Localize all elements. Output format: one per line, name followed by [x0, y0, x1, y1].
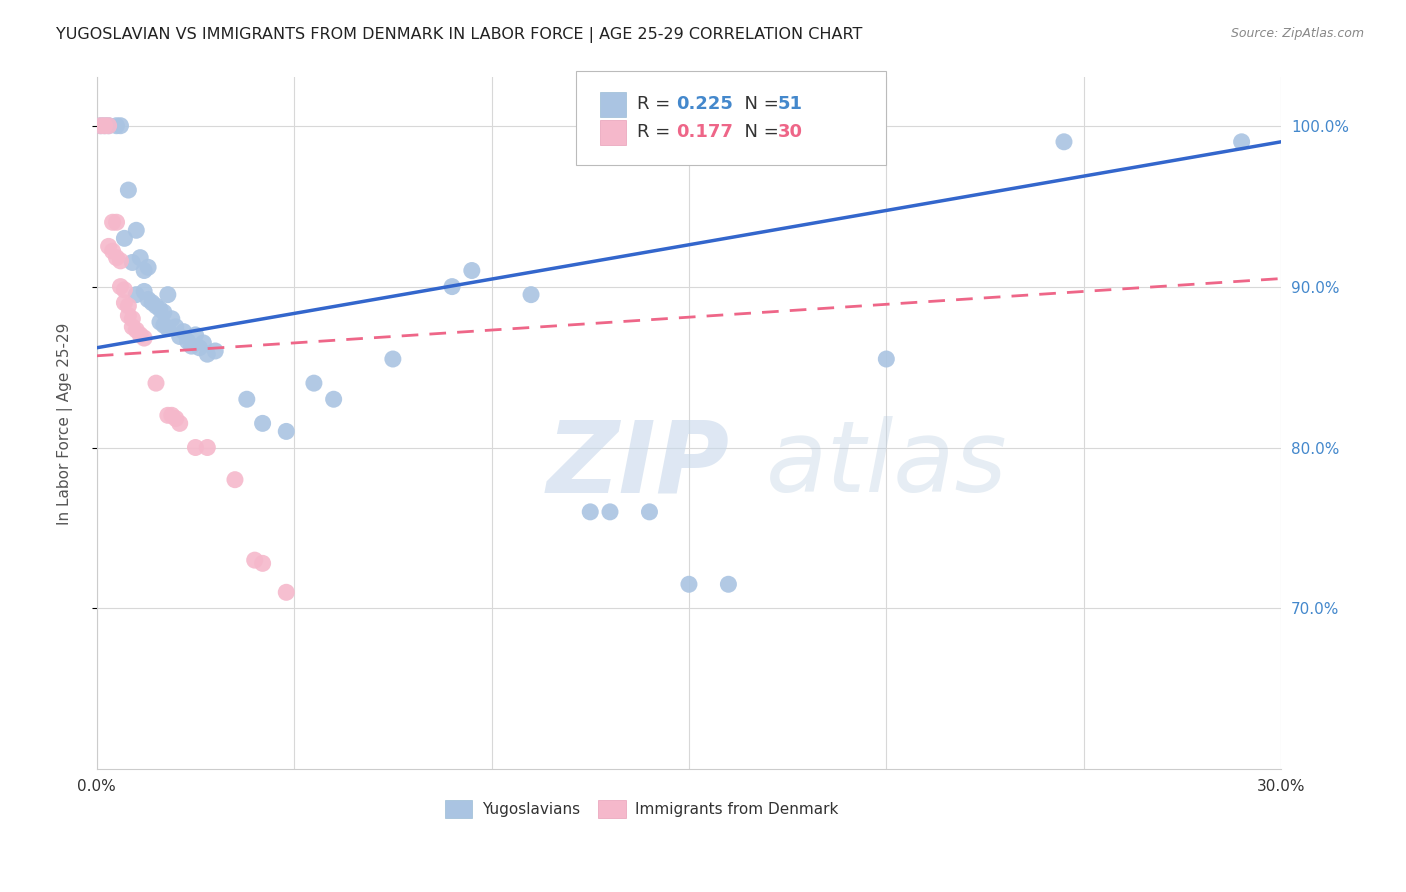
- Point: [101, 215, 124, 229]
- Point: [243, 553, 266, 567]
- Point: [117, 183, 139, 197]
- Point: [441, 279, 464, 293]
- Point: [252, 417, 274, 431]
- Text: Source: ZipAtlas.com: Source: ZipAtlas.com: [1230, 27, 1364, 40]
- Point: [145, 376, 167, 391]
- Point: [224, 473, 246, 487]
- Point: [97, 119, 120, 133]
- Text: N =: N =: [733, 123, 785, 141]
- Point: [97, 119, 120, 133]
- Point: [145, 299, 167, 313]
- Point: [136, 260, 159, 275]
- Point: [110, 279, 132, 293]
- Point: [97, 239, 120, 253]
- Point: [117, 299, 139, 313]
- Point: [90, 119, 112, 133]
- Point: [165, 411, 187, 425]
- Point: [149, 315, 172, 329]
- Point: [176, 334, 198, 349]
- Point: [1053, 135, 1076, 149]
- Point: [125, 287, 148, 301]
- Text: N =: N =: [733, 95, 785, 113]
- Text: 30: 30: [778, 123, 803, 141]
- Point: [125, 323, 148, 337]
- Point: [101, 244, 124, 259]
- Point: [112, 295, 135, 310]
- Point: [110, 253, 132, 268]
- Point: [302, 376, 325, 391]
- Point: [169, 417, 191, 431]
- Point: [129, 251, 152, 265]
- Point: [156, 287, 179, 301]
- Point: [105, 251, 128, 265]
- Point: [276, 425, 298, 439]
- Point: [153, 318, 176, 333]
- Point: [149, 302, 172, 317]
- Point: [180, 339, 202, 353]
- Y-axis label: In Labor Force | Age 25-29: In Labor Force | Age 25-29: [58, 322, 73, 524]
- Point: [125, 223, 148, 237]
- Point: [169, 329, 191, 343]
- Point: [195, 441, 218, 455]
- Point: [638, 505, 661, 519]
- Point: [112, 283, 135, 297]
- Point: [204, 343, 226, 358]
- Point: [165, 319, 187, 334]
- Point: [875, 351, 897, 366]
- Point: [121, 255, 143, 269]
- Text: YUGOSLAVIAN VS IMMIGRANTS FROM DENMARK IN LABOR FORCE | AGE 25-29 CORRELATION CH: YUGOSLAVIAN VS IMMIGRANTS FROM DENMARK I…: [56, 27, 863, 43]
- Legend: Yugoslavians, Immigrants from Denmark: Yugoslavians, Immigrants from Denmark: [439, 794, 844, 824]
- Point: [141, 295, 163, 310]
- Text: 51: 51: [778, 95, 803, 113]
- Point: [236, 392, 259, 407]
- Point: [112, 231, 135, 245]
- Point: [153, 305, 176, 319]
- Point: [110, 119, 132, 133]
- Point: [188, 341, 211, 355]
- Point: [520, 287, 543, 301]
- Point: [129, 327, 152, 342]
- Text: R =: R =: [637, 95, 676, 113]
- Point: [93, 119, 115, 133]
- Point: [121, 311, 143, 326]
- Point: [134, 331, 156, 345]
- Point: [156, 409, 179, 423]
- Text: atlas: atlas: [766, 417, 1008, 514]
- Point: [160, 409, 183, 423]
- Point: [678, 577, 700, 591]
- Point: [117, 309, 139, 323]
- Point: [184, 441, 207, 455]
- Point: [195, 347, 218, 361]
- Point: [1230, 135, 1253, 149]
- Point: [461, 263, 484, 277]
- Point: [579, 505, 602, 519]
- Text: R =: R =: [637, 123, 676, 141]
- Point: [381, 351, 404, 366]
- Text: ZIP: ZIP: [547, 417, 730, 514]
- Point: [184, 327, 207, 342]
- Point: [173, 325, 195, 339]
- Point: [121, 319, 143, 334]
- Point: [134, 263, 156, 277]
- Point: [193, 335, 215, 350]
- Point: [105, 119, 128, 133]
- Point: [322, 392, 344, 407]
- Point: [134, 285, 156, 299]
- Point: [160, 311, 183, 326]
- Point: [252, 557, 274, 571]
- Point: [93, 119, 115, 133]
- Point: [276, 585, 298, 599]
- Point: [90, 119, 112, 133]
- Text: 0.177: 0.177: [676, 123, 733, 141]
- Point: [105, 215, 128, 229]
- Text: 0.225: 0.225: [676, 95, 733, 113]
- Point: [136, 293, 159, 307]
- Point: [599, 505, 621, 519]
- Point: [717, 577, 740, 591]
- Point: [156, 321, 179, 335]
